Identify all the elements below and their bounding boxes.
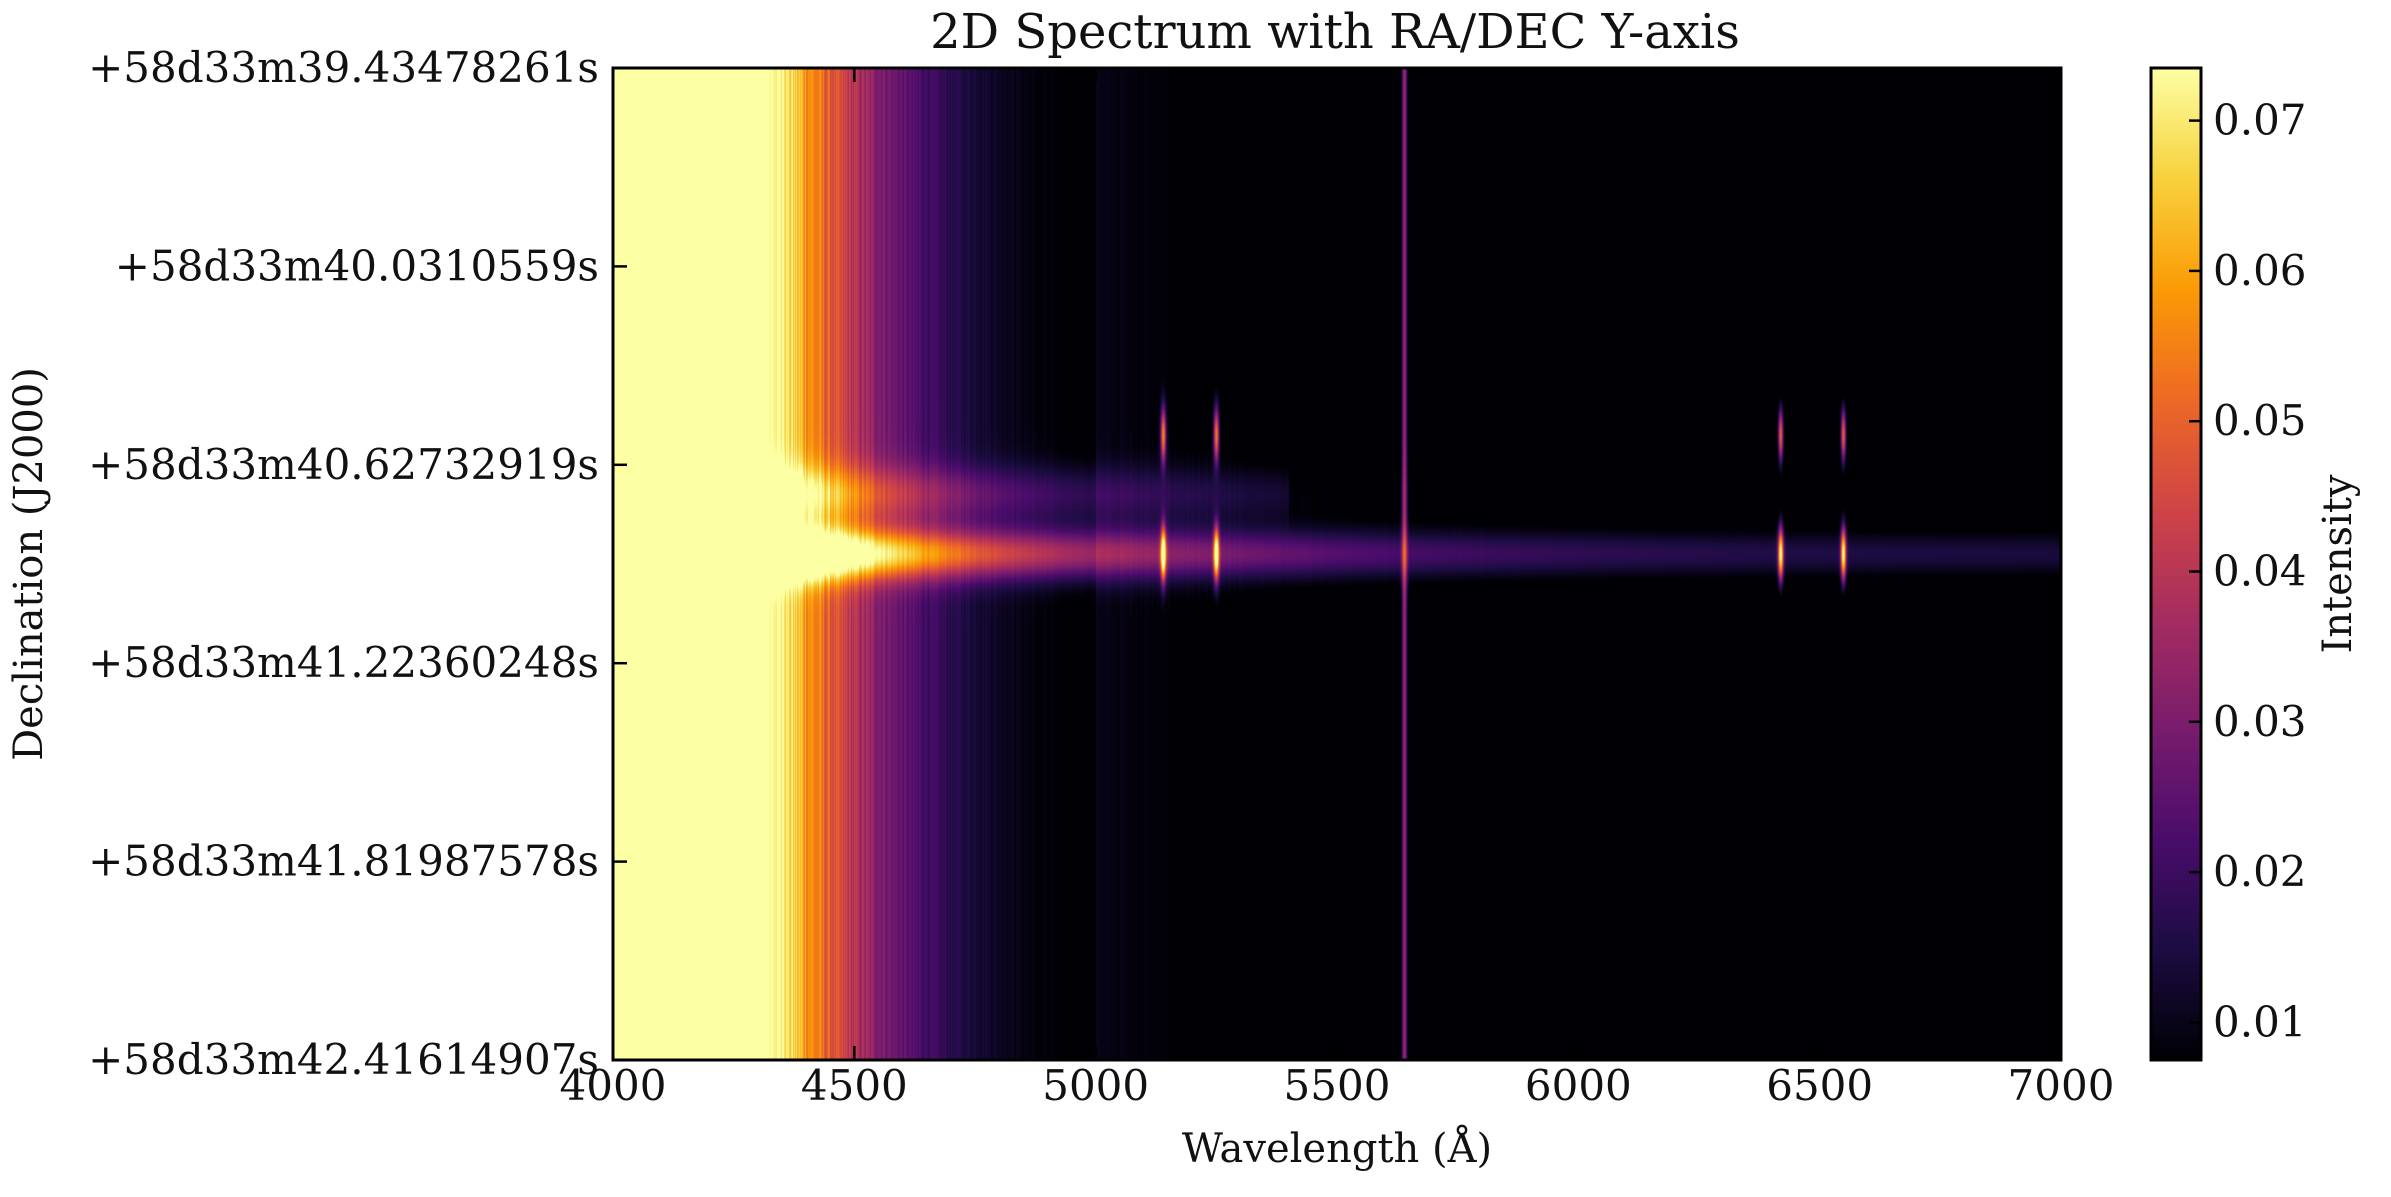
x-tick-label: 4500 [801,1061,908,1110]
y-tick-label: +58d33m39.43478261s [88,43,599,92]
x-tick-label: 5000 [1042,1061,1149,1110]
x-axis-label: Wavelength (Å) [1182,1125,1492,1172]
y-tick-label: +58d33m40.0310559s [115,241,599,290]
colorbar-ticks: 0.01 0.02 0.03 0.04 0.05 0.06 0.07 [2189,96,2307,1046]
colorbar-tick-label: 0.02 [2213,847,2307,896]
x-tick-label: 7000 [2008,1061,2115,1110]
colorbar-tick-label: 0.06 [2213,246,2307,295]
colorbar-tick-label: 0.01 [2213,997,2307,1046]
x-axis-ticks: 4000 4500 5000 5500 6000 6500 7000 [560,68,2115,1110]
x-tick-label: 4000 [560,1061,667,1110]
y-tick-label: +58d33m41.22360248s [88,638,599,687]
colorbar-tick-label: 0.04 [2213,547,2307,596]
spectrum-heatmap-container [613,68,2061,1060]
x-tick-label: 6500 [1766,1061,1873,1110]
y-tick-label: +58d33m40.62732919s [88,440,599,489]
chart-title: 2D Spectrum with RA/DEC Y-axis [930,4,1740,60]
x-tick-label: 6000 [1525,1061,1632,1110]
x-tick-label: 5500 [1284,1061,1391,1110]
colorbar-tick-label: 0.05 [2213,396,2307,445]
colorbar-label: Intensity [2315,474,2361,653]
y-axis-ticks: +58d33m39.43478261s +58d33m40.0310559s +58… [88,43,2061,1084]
colorbar-tick-label: 0.07 [2213,96,2307,145]
colorbar [2149,66,2203,1062]
y-tick-label: +58d33m41.81987578s [88,837,599,886]
y-tick-label: +58d33m42.41614907s [88,1035,599,1084]
y-axis-label: Declination (J2000) [6,367,52,761]
spectrum-heatmap [613,68,2061,1060]
colorbar-tick-label: 0.03 [2213,697,2307,746]
